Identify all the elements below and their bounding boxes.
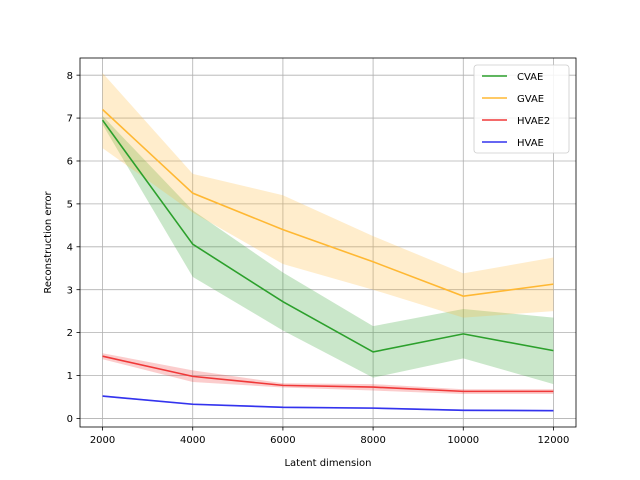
legend-label-hvae: HVAE [517,138,544,149]
y-tick-label: 5 [67,199,73,210]
x-tick-label: 6000 [270,435,295,446]
legend-label-cvae: CVAE [517,72,543,83]
y-tick-label: 0 [67,414,73,425]
x-tick-label: 4000 [180,435,205,446]
y-tick-label: 3 [67,285,73,296]
line-gvae [102,108,554,297]
band-hvae [102,395,554,412]
series-lines [101,108,554,412]
y-tick-label: 2 [67,328,73,339]
y-tick-label: 7 [67,114,73,125]
line-hvae2 [102,355,554,393]
band-gvae [102,73,554,318]
legend-label-gvae: GVAE [517,94,544,105]
x-tick-label: 12000 [538,435,570,446]
line-hvae [102,395,554,412]
x-tick-label: 8000 [360,435,385,446]
x-axis-label: Latent dimension [284,458,371,469]
ticks: 2000 4000 6000 8000 10000 12000 0 1 2 3 4 5 6 7 8 [67,71,570,446]
line-cvae [101,119,554,353]
plot-frame [79,57,577,428]
x-tick-label: 10000 [447,435,479,446]
legend: CVAE GVAE HVAE2 HVAE [473,64,570,154]
y-tick-label: 1 [67,371,73,382]
x-tick-label: 2000 [90,435,115,446]
y-axis-label: Reconstruction error [43,191,54,294]
legend-label-hvae2: HVAE2 [517,116,550,127]
y-tick-label: 8 [67,71,73,82]
band-cvae [102,115,554,385]
y-tick-label: 6 [67,157,73,168]
y-tick-label: 4 [67,242,73,253]
legend-frame [473,64,570,154]
